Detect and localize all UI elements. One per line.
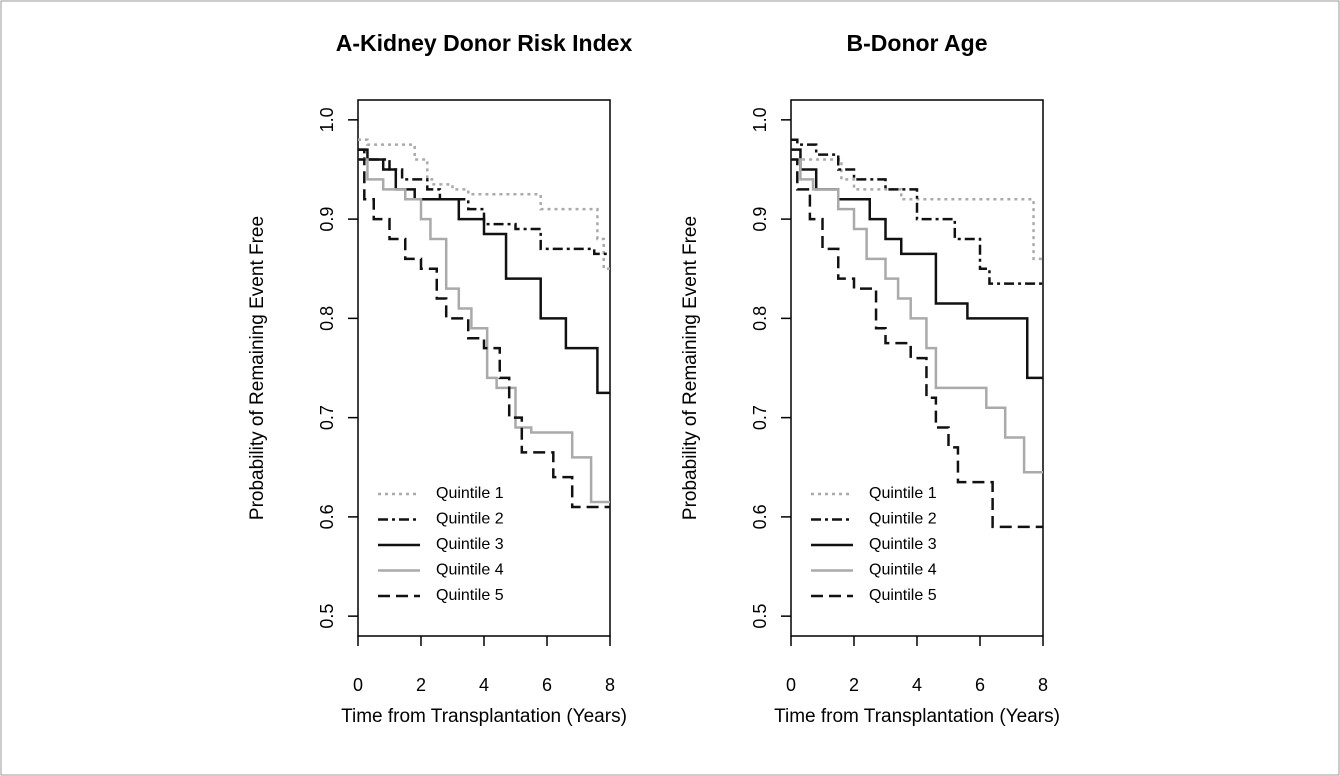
legend-label: Quintile 5 bbox=[436, 587, 504, 604]
y-tick-label: 0.6 bbox=[317, 504, 337, 529]
survival-curve bbox=[358, 138, 610, 270]
survival-curve bbox=[358, 148, 610, 395]
x-tick-label: 4 bbox=[912, 675, 922, 695]
y-tick-label: 0.5 bbox=[317, 604, 337, 629]
x-axis-label: Time from Transplantation (Years) bbox=[341, 706, 627, 727]
x-tick-label: 4 bbox=[479, 675, 489, 695]
survival-curve bbox=[791, 158, 1043, 529]
x-tick-label: 0 bbox=[786, 675, 796, 695]
survival-curve bbox=[791, 148, 1043, 380]
y-tick-label: 0.7 bbox=[317, 405, 337, 430]
y-tick-label: 0.9 bbox=[750, 207, 770, 232]
legend-label: Quintile 2 bbox=[869, 511, 937, 528]
legend-label: Quintile 1 bbox=[436, 485, 504, 502]
legend-label: Quintile 3 bbox=[869, 536, 937, 553]
x-axis-label: Time from Transplantation (Years) bbox=[774, 706, 1060, 727]
y-tick-label: 0.9 bbox=[317, 207, 337, 232]
panel-title: B-Donor Age bbox=[847, 30, 988, 56]
x-tick-label: 0 bbox=[353, 675, 363, 695]
y-tick-label: 0.8 bbox=[317, 306, 337, 331]
x-tick-label: 8 bbox=[605, 675, 615, 695]
legend-label: Quintile 4 bbox=[869, 562, 937, 579]
y-tick-label: 1.0 bbox=[317, 107, 337, 132]
survival-curve bbox=[791, 148, 1043, 261]
legend-label: Quintile 4 bbox=[436, 562, 504, 579]
legend-label: Quintile 5 bbox=[869, 587, 937, 604]
y-tick-label: 0.5 bbox=[750, 604, 770, 629]
y-tick-label: 0.6 bbox=[750, 504, 770, 529]
x-tick-label: 6 bbox=[542, 675, 552, 695]
survival-curve bbox=[358, 148, 610, 256]
y-axis-label: Probability of Remaining Event Free bbox=[680, 216, 701, 520]
legend-label: Quintile 3 bbox=[436, 536, 504, 553]
x-tick-label: 6 bbox=[975, 675, 985, 695]
survival-curve bbox=[358, 158, 610, 504]
y-tick-label: 0.7 bbox=[750, 405, 770, 430]
x-tick-label: 2 bbox=[849, 675, 859, 695]
x-tick-label: 2 bbox=[416, 675, 426, 695]
survival-curve bbox=[358, 158, 610, 509]
y-axis-label: Probability of Remaining Event Free bbox=[247, 216, 268, 520]
x-tick-label: 8 bbox=[1038, 675, 1048, 695]
survival-curve bbox=[791, 158, 1043, 474]
legend-label: Quintile 1 bbox=[869, 485, 937, 502]
y-tick-label: 1.0 bbox=[750, 107, 770, 132]
legend-label: Quintile 2 bbox=[436, 511, 504, 528]
panel-title: A-Kidney Donor Risk Index bbox=[336, 30, 633, 56]
y-tick-label: 0.8 bbox=[750, 306, 770, 331]
